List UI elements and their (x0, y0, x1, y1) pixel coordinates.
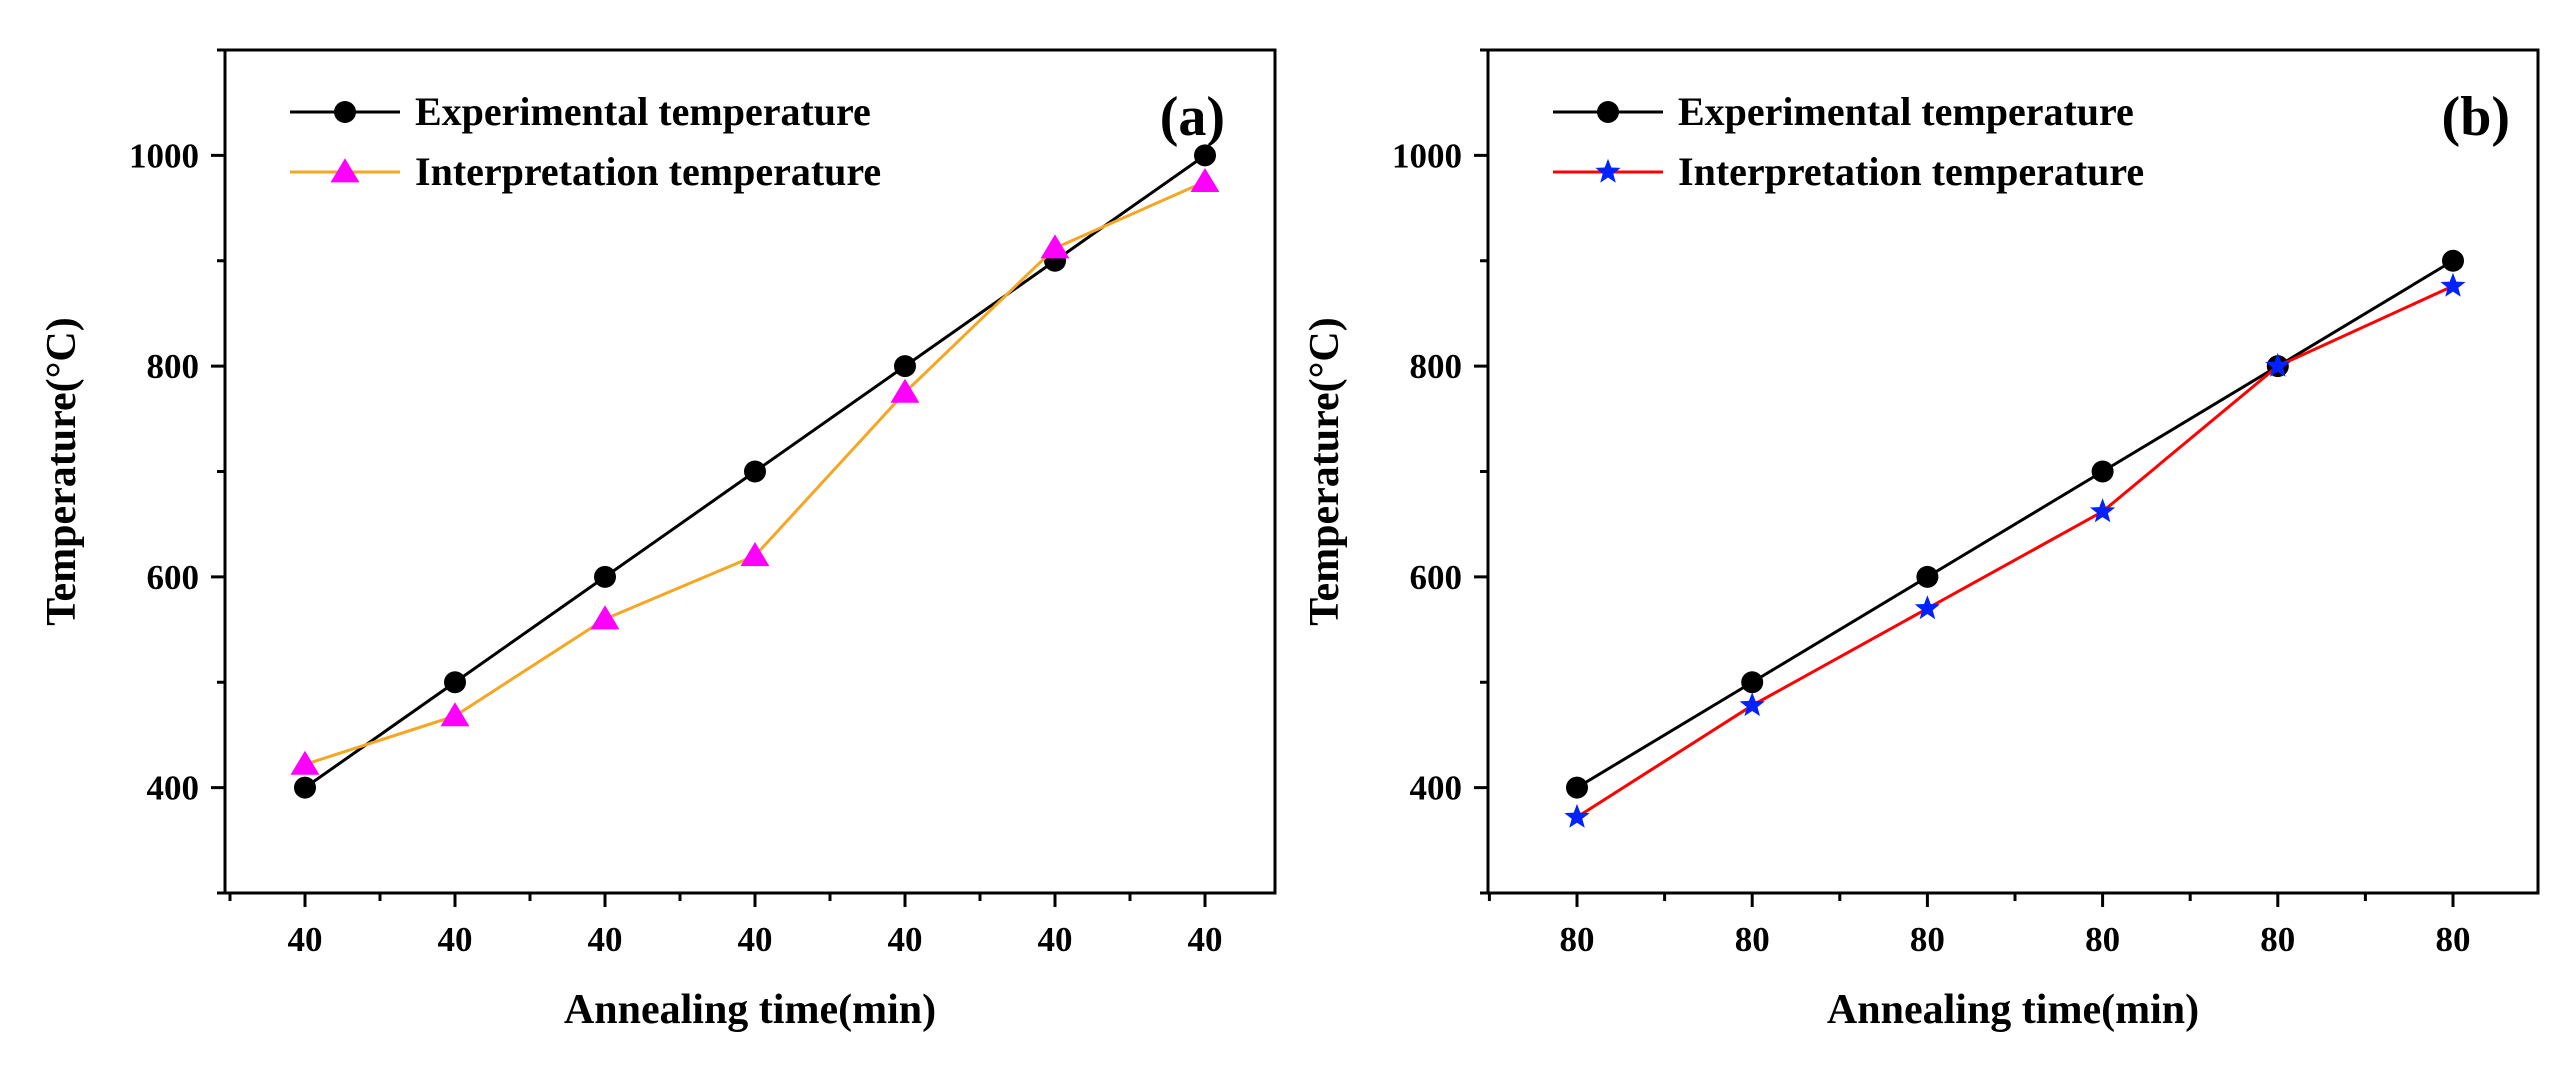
data-point (444, 671, 466, 694)
x-axis-title: Annealing time(min) (564, 987, 936, 1033)
legend-marker (330, 158, 360, 183)
data-point (2440, 272, 2466, 297)
legend-entry: Experimental temperature (1678, 89, 2134, 134)
y-tick-label: 600 (147, 558, 200, 597)
series-0 (294, 144, 1216, 799)
data-point (1739, 692, 1765, 717)
x-tick-label: 40 (888, 920, 923, 959)
legend-entry: Interpretation temperature (1678, 149, 2144, 194)
x-tick-label: 80 (1735, 920, 1770, 959)
x-tick-label: 80 (2436, 920, 2471, 959)
data-point (294, 776, 316, 799)
data-point (2265, 352, 2291, 377)
data-point (1741, 671, 1764, 694)
series-0 (1566, 249, 2464, 799)
data-point (1194, 144, 1216, 167)
series-1 (1564, 272, 2466, 828)
panel-label: (b) (2442, 86, 2510, 148)
y-axis-title: Temperature(°C) (39, 317, 85, 625)
data-point (1914, 595, 1940, 620)
data-point (590, 605, 620, 630)
x-tick-label: 80 (2085, 920, 2120, 959)
x-tick-label: 40 (288, 920, 323, 959)
data-point (290, 750, 320, 775)
data-point (1916, 565, 1939, 588)
data-point (2090, 498, 2116, 523)
series-1 (290, 167, 1220, 775)
chart-panel-a: 400 600 800 1000 40 40 40 40 40 40 40 Annealing tim… (39, 48, 1277, 1033)
x-tick-label: 40 (588, 920, 623, 959)
x-tick-label: 40 (738, 920, 773, 959)
x-tick-label: 40 (1188, 920, 1223, 959)
y-tick-label: 400 (1410, 769, 1463, 808)
series-line (1576, 284, 2454, 819)
y-tick-label: 1000 (1392, 136, 1462, 175)
legend-marker (334, 101, 356, 123)
data-point (1564, 803, 1590, 828)
data-point (1190, 167, 1220, 193)
legend-marker (1597, 101, 1619, 123)
y-tick-label: 1000 (129, 136, 199, 175)
legend-marker (1595, 158, 1621, 183)
x-tick-label: 80 (2260, 920, 2295, 959)
y-tick-label: 600 (1410, 558, 1463, 597)
data-point (1566, 776, 1588, 799)
x-tick-label: 80 (1910, 920, 1945, 959)
y-tick-label: 400 (147, 769, 200, 808)
x-tick-label: 40 (438, 920, 473, 959)
data-point (2442, 249, 2464, 272)
data-point (890, 378, 920, 403)
data-point (594, 565, 616, 588)
panel-label: (a) (1160, 86, 1225, 148)
y-tick-label: 800 (1410, 347, 1463, 386)
chart-panel-b: 400 600 800 1000 80 80 80 80 80 80 Annealing time(… (1302, 48, 2540, 1033)
x-tick-label: 80 (1560, 920, 1595, 959)
legend-entry: Interpretation temperature (415, 149, 881, 194)
data-point (2091, 460, 2114, 483)
x-axis-title: Annealing time(min) (1827, 987, 2199, 1033)
data-point (744, 460, 766, 483)
y-tick-label: 800 (147, 347, 200, 386)
y-axis-title: Temperature(°C) (1302, 317, 1348, 625)
data-point (740, 542, 770, 567)
legend-entry: Experimental temperature (415, 89, 871, 134)
data-point (440, 702, 470, 727)
data-point (1040, 234, 1070, 259)
series-line (1576, 259, 2454, 789)
x-tick-label: 40 (1038, 920, 1073, 959)
data-point (894, 355, 916, 378)
